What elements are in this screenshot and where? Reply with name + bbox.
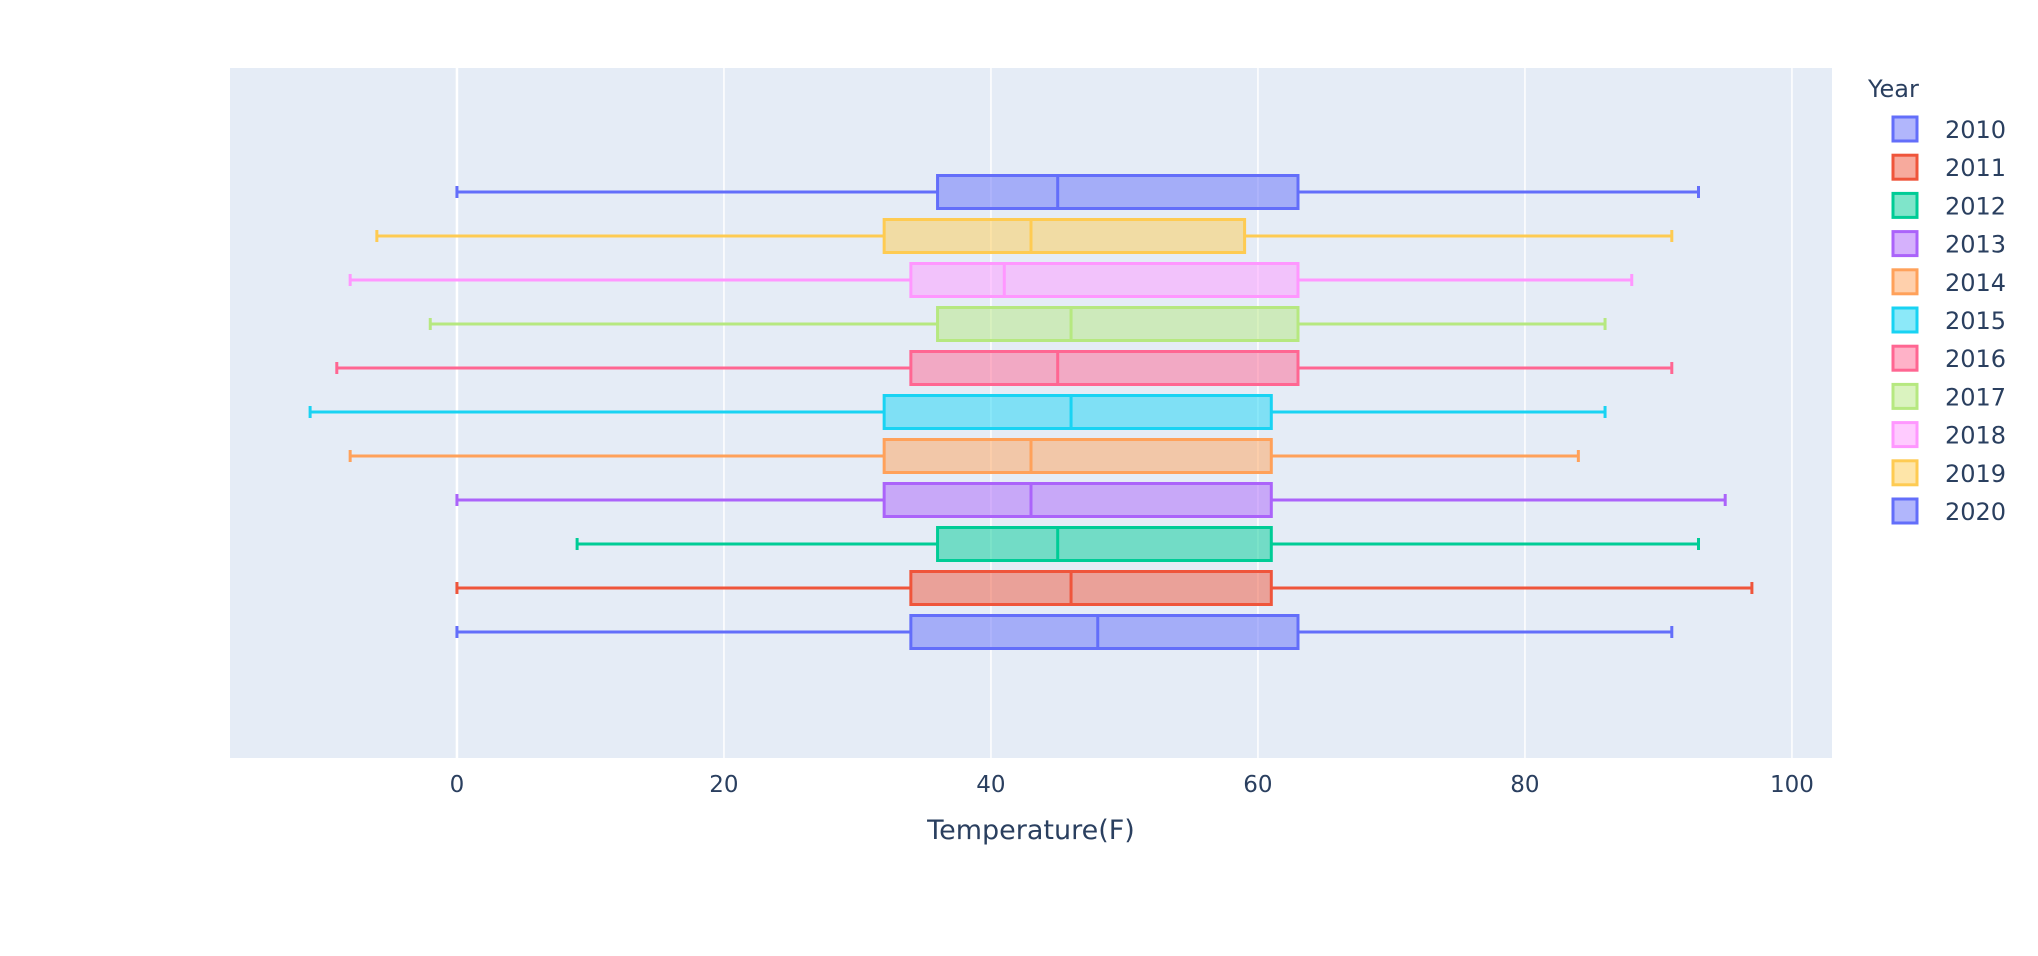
box-series-2015 bbox=[308, 394, 1607, 430]
legend-swatch bbox=[1891, 497, 1919, 525]
legend-swatch bbox=[1891, 268, 1919, 296]
x-tick-label: 100 bbox=[1770, 772, 1814, 798]
x-tick-label: 60 bbox=[1243, 772, 1272, 798]
box-iqr bbox=[882, 482, 1273, 518]
box-series-2016 bbox=[335, 350, 1674, 386]
legend-swatch bbox=[1891, 153, 1919, 181]
legend-item-2016[interactable]: 2016 bbox=[1891, 344, 2006, 373]
legend[interactable]: Year 2010 2011 2012 2013 2014 2015 2016 2017 201… bbox=[1867, 75, 2006, 526]
x-axis-title: Temperature(F) bbox=[926, 815, 1135, 846]
x-tick-label: 0 bbox=[450, 772, 465, 798]
box-iqr bbox=[882, 394, 1273, 430]
x-tick-label: 80 bbox=[1510, 772, 1539, 798]
box-iqr bbox=[909, 614, 1300, 650]
legend-item-2018[interactable]: 2018 bbox=[1891, 421, 2006, 450]
box-series-2014 bbox=[348, 438, 1580, 474]
legend-label: 2020 bbox=[1945, 498, 2006, 526]
box-layer bbox=[308, 174, 1754, 650]
legend-item-2017[interactable]: 2017 bbox=[1891, 382, 2006, 411]
box-series-2013 bbox=[455, 482, 1727, 518]
legend-label: 2017 bbox=[1945, 383, 2006, 411]
legend-label: 2012 bbox=[1945, 192, 2006, 220]
box-iqr bbox=[882, 218, 1247, 254]
box-series-2010 bbox=[455, 614, 1674, 650]
box-series-2011 bbox=[455, 570, 1754, 606]
legend-item-2013[interactable]: 2013 bbox=[1891, 230, 2006, 259]
legend-swatch bbox=[1891, 344, 1919, 372]
box-series-2018 bbox=[348, 262, 1634, 298]
legend-swatch bbox=[1891, 230, 1919, 258]
box-series-2012 bbox=[575, 526, 1700, 562]
x-axis-ticks: 0 20 40 60 80 100 bbox=[450, 772, 1814, 798]
legend-label: 2010 bbox=[1945, 116, 2006, 144]
box-iqr bbox=[936, 526, 1273, 562]
legend-swatch bbox=[1891, 459, 1919, 487]
legend-label: 2016 bbox=[1945, 345, 2006, 373]
box-series-2019 bbox=[375, 218, 1674, 254]
legend-item-2012[interactable]: 2012 bbox=[1891, 191, 2006, 220]
legend-item-2010[interactable]: 2010 bbox=[1891, 115, 2006, 144]
legend-swatch bbox=[1891, 306, 1919, 334]
legend-item-2019[interactable]: 2019 bbox=[1891, 459, 2006, 488]
legend-label: 2015 bbox=[1945, 307, 2006, 335]
legend-label: 2011 bbox=[1945, 154, 2006, 182]
legend-item-2011[interactable]: 2011 bbox=[1891, 153, 2006, 182]
legend-swatch bbox=[1891, 191, 1919, 219]
legend-item-2014[interactable]: 2014 bbox=[1891, 268, 2006, 297]
legend-label: 2019 bbox=[1945, 460, 2006, 488]
box-iqr bbox=[909, 350, 1300, 386]
legend-swatch bbox=[1891, 421, 1919, 449]
legend-title: Year bbox=[1867, 75, 1919, 103]
legend-swatch bbox=[1891, 382, 1919, 410]
x-tick-label: 20 bbox=[709, 772, 738, 798]
legend-swatch bbox=[1891, 115, 1919, 143]
legend-label: 2018 bbox=[1945, 422, 2006, 450]
x-tick-label: 40 bbox=[976, 772, 1005, 798]
box-iqr bbox=[936, 174, 1300, 210]
legend-item-2020[interactable]: 2020 bbox=[1891, 497, 2006, 526]
legend-item-2015[interactable]: 2015 bbox=[1891, 306, 2006, 335]
box-series-2017 bbox=[428, 306, 1607, 342]
box-iqr bbox=[936, 306, 1300, 342]
box-iqr bbox=[909, 570, 1273, 606]
legend-label: 2013 bbox=[1945, 231, 2006, 259]
box-iqr bbox=[882, 438, 1273, 474]
box-iqr bbox=[909, 262, 1300, 298]
legend-label: 2014 bbox=[1945, 269, 2006, 297]
box-series-2020 bbox=[455, 174, 1700, 210]
